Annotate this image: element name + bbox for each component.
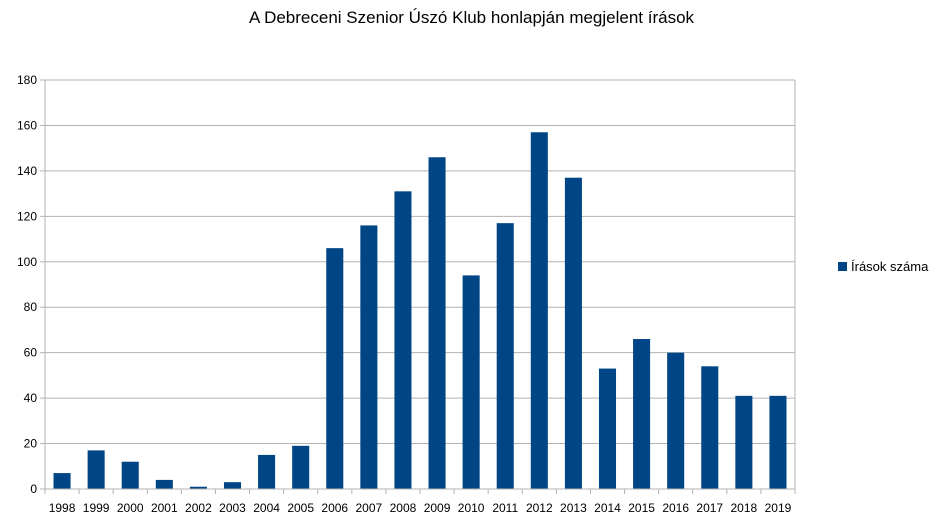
x-tick-label: 2014 [594, 501, 621, 515]
x-tick-label: 2006 [321, 501, 348, 515]
y-tick-label: 160 [17, 118, 37, 132]
y-tick-label: 120 [17, 209, 37, 223]
x-tick-labels: 1998 1999 2000 2001 2002 2003 2004 2005 2006 2007… [49, 501, 792, 515]
bar-2009 [428, 157, 446, 489]
y-tick-label: 100 [17, 255, 37, 269]
bar-2001 [155, 479, 173, 489]
x-tick-label: 2017 [696, 501, 723, 515]
x-tick-label: 2004 [253, 501, 280, 515]
x-tick-label: 2012 [526, 501, 553, 515]
y-tick-label: 180 [17, 73, 37, 87]
bar-2015 [633, 339, 651, 489]
bar-2004 [258, 454, 276, 489]
x-tick-label: 2005 [287, 501, 314, 515]
x-tick-label: 1998 [49, 501, 76, 515]
x-tick-label: 2007 [356, 501, 383, 515]
bar-2010 [462, 275, 480, 489]
bar-2002 [189, 486, 207, 489]
y-tick-label: 60 [24, 346, 38, 360]
bar-2006 [326, 248, 344, 489]
bar-2000 [121, 461, 139, 489]
y-tick-labels: 0 20 40 60 80 100 120 140 160 180 [17, 73, 37, 496]
x-tick-label: 2010 [458, 501, 485, 515]
x-tick-label: 2018 [731, 501, 758, 515]
bar-1999 [87, 450, 105, 489]
x-tick-label: 2000 [117, 501, 144, 515]
x-tick-label: 2011 [492, 501, 518, 515]
x-tick-label: 2001 [151, 501, 178, 515]
legend-label: Írások száma [851, 259, 929, 274]
y-tick-label: 40 [24, 391, 38, 405]
x-tick-label: 2013 [560, 501, 587, 515]
bar-2012 [530, 132, 548, 489]
bar-2019 [769, 395, 787, 489]
chart-title: A Debreceni Szenior Úszó Klub honlapján … [248, 8, 695, 27]
legend: Írások száma [838, 259, 928, 274]
bar-2013 [564, 177, 582, 489]
y-tick-label: 140 [17, 164, 37, 178]
y-tick-label: 80 [24, 300, 38, 314]
bar-2007 [360, 225, 378, 489]
bar-2018 [735, 395, 753, 489]
x-tick-label: 2009 [424, 501, 451, 515]
legend-swatch [838, 262, 847, 271]
x-tick-label: 2016 [662, 501, 689, 515]
y-tick-label: 0 [30, 482, 37, 496]
bar-1998 [53, 473, 71, 489]
axes [44, 80, 796, 494]
x-tick-label: 2002 [185, 501, 212, 515]
y-tick-label: 20 [24, 437, 38, 451]
bar-2011 [496, 223, 514, 489]
x-tick-label: 2003 [219, 501, 246, 515]
x-tick-label: 2015 [628, 501, 655, 515]
bar-series [53, 132, 787, 490]
bar-2005 [292, 445, 310, 489]
x-tick-label: 2019 [765, 501, 792, 515]
bar-2016 [667, 352, 685, 489]
x-tick-label: 2008 [390, 501, 417, 515]
x-tick-label: 1999 [83, 501, 110, 515]
bar-2017 [701, 366, 719, 489]
bar-2003 [223, 482, 242, 489]
bar-2014 [598, 368, 617, 489]
bar-2008 [394, 191, 412, 490]
